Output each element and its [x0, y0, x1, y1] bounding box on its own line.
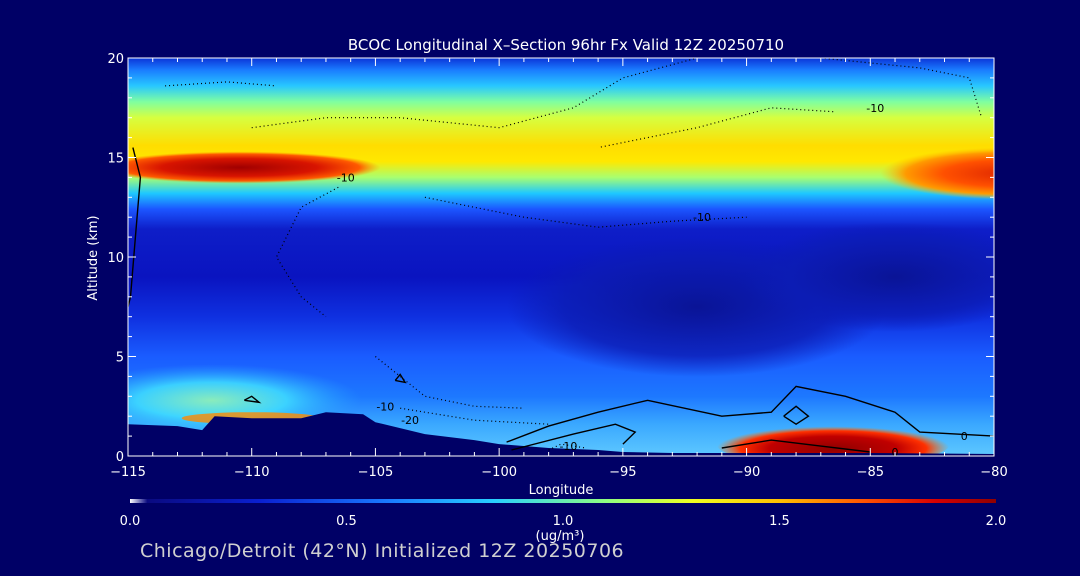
contour-line-dotted: [251, 58, 698, 129]
y-tick-label: 10: [107, 251, 124, 266]
contour-label: -10: [693, 211, 711, 224]
colorbar: [130, 499, 996, 503]
x-tick-label: −90: [733, 465, 760, 480]
x-tick-label: −80: [980, 465, 1007, 480]
y-tick-label: 15: [107, 152, 124, 167]
y-tick-label: 5: [116, 351, 124, 366]
west-plume: [128, 151, 381, 184]
contour-label: 0: [961, 430, 968, 443]
x-tick-label: −110: [234, 465, 270, 480]
contour-line-solid: [511, 423, 637, 451]
contour-label: -20: [401, 414, 419, 427]
x-tick-label: −95: [609, 465, 636, 480]
colorbar-unit-label: (ug/m³): [536, 529, 585, 544]
colorbar-tick-label: 1.0: [553, 514, 574, 529]
contour-line-dotted: [400, 407, 549, 425]
contour-line-solid: [721, 439, 871, 453]
x-axis: −115 −110 −105 −100 −95 −90 −85 −80: [110, 58, 1008, 480]
contour-line-solid: [394, 373, 407, 384]
y-axis-label: Altitude (km): [86, 215, 101, 300]
mid-level-low-region-east: [745, 221, 994, 332]
contour-label: -10: [559, 440, 577, 453]
colorbar-tick-label: 0.0: [120, 514, 141, 529]
x-tick-label: −85: [857, 465, 884, 480]
contour-line-solid: [128, 147, 142, 307]
footer-text: Chicago/Detroit (42°N) Initialized 12Z 2…: [140, 540, 625, 562]
contour-label: -10: [866, 102, 884, 115]
y-tick-label: 20: [107, 52, 124, 67]
contour-label: -10: [337, 171, 355, 184]
colorbar-ticks: 0.0 0.5 1.0 1.5 2.0: [120, 514, 1007, 529]
contour-line-solid: [783, 405, 810, 426]
contour-label: 0: [892, 446, 899, 459]
contour-line-dotted: [548, 443, 586, 451]
colorbar-tick-label: 2.0: [986, 514, 1007, 529]
x-tick-label: −115: [110, 465, 146, 480]
plot-area: -10 -10 -10 -10 -20 -10 0 0: [128, 58, 994, 459]
x-tick-label: −105: [358, 465, 394, 480]
contour-lines: [128, 58, 994, 453]
contour-line-dotted: [275, 186, 339, 318]
contour-line-solid: [506, 385, 994, 443]
contour-label: -10: [376, 400, 394, 413]
east-plume: [855, 147, 994, 200]
y-axis: 0 5 10 15 20: [107, 52, 994, 465]
colorbar-tick-label: 1.5: [769, 514, 790, 529]
y-tick-label: 0: [116, 450, 124, 465]
chart-title: BCOC Longitudinal X–Section 96hr Fx Vali…: [348, 36, 784, 54]
surface-plume: [716, 422, 950, 456]
contour-line-solid: [243, 395, 262, 404]
x-tick-label: −100: [481, 465, 517, 480]
contour-labels: -10 -10 -10 -10 -20 -10 0 0: [337, 102, 968, 459]
contour-line-dotted: [820, 58, 983, 118]
colorbar-tick-label: 0.5: [336, 514, 357, 529]
terrain: [128, 412, 994, 456]
concentration-features: [128, 147, 994, 456]
x-axis-label: Longitude: [529, 483, 594, 498]
contour-line-dotted: [165, 81, 277, 87]
